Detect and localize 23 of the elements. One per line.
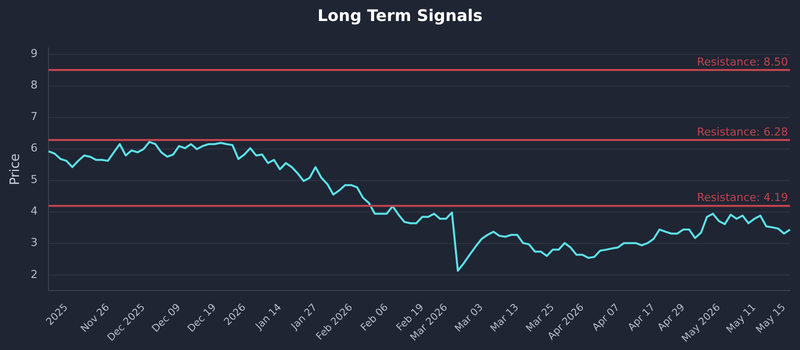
- x-tick-label: Apr 29: [656, 302, 688, 334]
- x-tick-label: Mar 03: [453, 302, 486, 334]
- y-tick-label: 9: [30, 47, 38, 60]
- ref-line-label: Resistance: 8.50: [697, 55, 788, 68]
- x-tick-label: Apr 17: [626, 302, 658, 334]
- chart-title: Long Term Signals: [316, 6, 484, 25]
- y-tick-label: 6: [30, 142, 38, 155]
- x-tick-label: Jan 27: [288, 302, 320, 333]
- y-tick-label: 4: [30, 204, 38, 218]
- y-tick-label: 8: [30, 78, 38, 92]
- y-tick-label: 2: [30, 268, 38, 281]
- x-tick-label: Jan 14: [253, 302, 284, 333]
- y-axis-title: Price: [8, 153, 24, 186]
- ref-line-label: Resistance: 6.28: [697, 125, 788, 138]
- x-tick-label: Dec 09: [150, 302, 184, 335]
- x-tick-label: Apr 07: [590, 302, 622, 334]
- y-tick-label: 5: [30, 173, 38, 186]
- y-tick-label: 7: [30, 110, 38, 124]
- x-tick-label: Feb 06: [359, 302, 391, 334]
- x-tick-label: Dec 19: [186, 302, 219, 335]
- y-tick-label: 3: [30, 236, 38, 250]
- x-tick-label: Mar 13: [488, 302, 522, 334]
- ref-line-label: Resistance: 4.19: [697, 191, 788, 204]
